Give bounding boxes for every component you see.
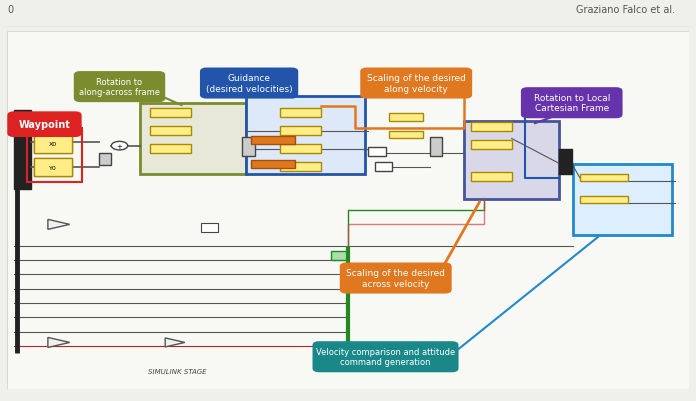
Bar (470, 123, 512, 132)
Bar (34, 136, 72, 154)
Bar (573, 164, 672, 235)
Text: Scaling of the desired
along velocity: Scaling of the desired along velocity (367, 74, 466, 93)
Bar (14, 111, 31, 189)
Bar (150, 109, 191, 118)
Text: +: + (116, 143, 122, 149)
Bar (34, 159, 72, 176)
Bar (140, 103, 246, 175)
FancyBboxPatch shape (522, 89, 622, 118)
Polygon shape (48, 338, 70, 348)
Bar (27, 129, 82, 183)
Text: Graziano Falco et al.: Graziano Falco et al. (576, 5, 675, 14)
Text: Velocity comparison and attitude
command generation: Velocity comparison and attitude command… (316, 347, 455, 367)
Bar (251, 137, 296, 144)
Bar (99, 154, 111, 166)
Text: Rotation to Local
Cartesian Frame: Rotation to Local Cartesian Frame (534, 94, 610, 113)
FancyBboxPatch shape (341, 264, 450, 293)
Bar (375, 162, 393, 171)
Bar (430, 138, 442, 157)
Text: Guidance
(desired velocities): Guidance (desired velocities) (206, 74, 292, 93)
Bar (201, 223, 219, 232)
Bar (368, 148, 386, 157)
Bar (389, 132, 423, 139)
Bar (251, 160, 296, 168)
Text: 0: 0 (7, 5, 13, 14)
Text: Waypoint: Waypoint (19, 120, 70, 130)
Bar (150, 144, 191, 154)
Bar (580, 175, 628, 182)
Circle shape (111, 142, 127, 150)
FancyBboxPatch shape (361, 69, 471, 98)
FancyBboxPatch shape (201, 69, 297, 98)
Bar (580, 196, 628, 203)
Bar (464, 121, 560, 200)
Polygon shape (48, 220, 70, 230)
Bar (331, 251, 348, 261)
Text: SIMULINK STAGE: SIMULINK STAGE (148, 368, 207, 374)
Bar (34, 136, 72, 154)
Bar (34, 159, 72, 176)
Bar (242, 138, 255, 157)
Text: Scaling of the desired
across velocity: Scaling of the desired across velocity (347, 269, 445, 288)
Bar (280, 162, 321, 171)
FancyBboxPatch shape (75, 73, 164, 102)
Bar (280, 127, 321, 136)
Text: Y0: Y0 (49, 165, 57, 170)
Bar (560, 150, 571, 175)
FancyBboxPatch shape (314, 342, 457, 371)
Bar (150, 127, 191, 136)
FancyBboxPatch shape (8, 113, 81, 137)
Bar (470, 173, 512, 182)
Bar (280, 144, 321, 154)
Text: Rotation to
along-across frame: Rotation to along-across frame (79, 78, 160, 97)
Bar (470, 141, 512, 150)
Text: X0: X0 (49, 142, 57, 147)
Bar (331, 346, 348, 353)
Bar (389, 114, 423, 121)
Bar (246, 96, 365, 175)
Bar (280, 109, 321, 118)
Polygon shape (165, 338, 185, 347)
